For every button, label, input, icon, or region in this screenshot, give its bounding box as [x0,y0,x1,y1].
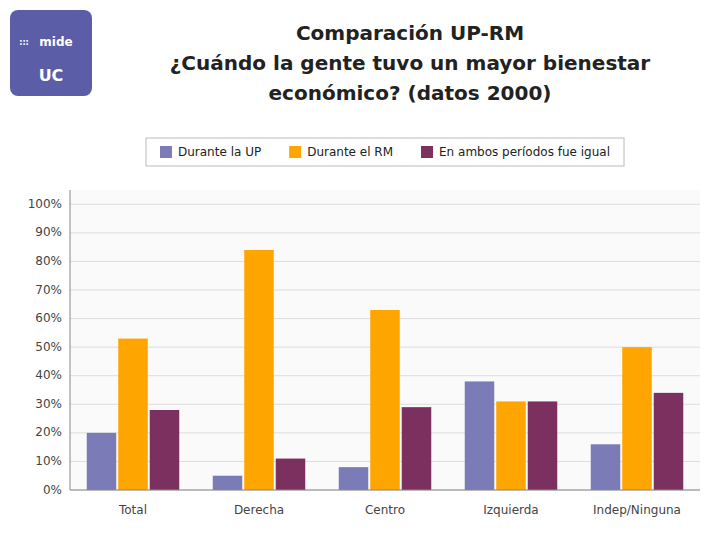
bar [276,459,306,490]
x-tick-label: Indep/Ninguna [593,503,681,517]
bar [339,467,369,490]
plot-area [70,190,700,490]
legend-swatch [421,146,433,158]
y-tick-label: 20% [35,425,62,439]
y-tick-label: 10% [35,454,62,468]
bar [496,401,526,490]
x-tick-label: Centro [365,503,405,517]
logo-text: UC [39,66,64,85]
legend-label: Durante la UP [178,145,261,159]
title: Comparación UP-RM [296,21,524,45]
grid-line [70,232,700,233]
x-tick-label: Izquierda [483,503,538,517]
bars [87,250,684,490]
bar [591,444,621,490]
y-tick-label: 50% [35,340,62,354]
y-tick-label: 100% [28,197,62,211]
bar [402,407,432,490]
grid-line [70,204,700,205]
x-axis: Total Derecha Centro Izquierda Indep/Ninguna [70,490,700,517]
chart: :::mideUC Comparación UP-RM¿Cuándo la gen… [0,0,720,540]
bar [622,347,652,490]
bar [87,433,117,490]
logo-box [10,10,92,96]
legend: Durante la UP Durante el RM En ambos perío… [146,138,624,166]
y-tick-label: 0% [43,483,62,497]
grid-line [70,490,700,491]
bar [244,250,274,490]
y-tick-label: 70% [35,283,62,297]
legend-swatch [160,146,172,158]
legend-label: En ambos períodos fue igual [439,145,610,159]
logo-text: mide [39,35,72,49]
y-tick-label: 90% [35,225,62,239]
grid-line [70,290,700,291]
bar [370,310,400,490]
bar [528,401,558,490]
y-tick-label: 60% [35,311,62,325]
y-axis: 0% 10% 20% 30% 40% 50% 60% 70% 80% 90% 100% [28,190,70,497]
grid [70,204,700,490]
bar [213,476,243,490]
x-tick-label: Derecha [234,503,284,517]
y-tick-label: 30% [35,397,62,411]
x-tick-label: Total [118,503,147,517]
y-axis-line [70,190,71,490]
legend-box [146,138,624,166]
title: económico? (datos 2000) [269,81,552,105]
bar [654,393,684,490]
logo-text: ::: [19,38,29,47]
grid-line [70,261,700,262]
y-tick-label: 40% [35,368,62,382]
bar [150,410,180,490]
bar [465,381,495,490]
bar [118,339,148,490]
background [0,0,720,540]
logo: :::mideUC [10,10,92,96]
legend-swatch [289,146,301,158]
title: ¿Cuándo la gente tuvo un mayor bienestar [170,51,651,75]
legend-label: Durante el RM [307,145,393,159]
x-axis-line [70,490,700,491]
y-tick-label: 80% [35,254,62,268]
